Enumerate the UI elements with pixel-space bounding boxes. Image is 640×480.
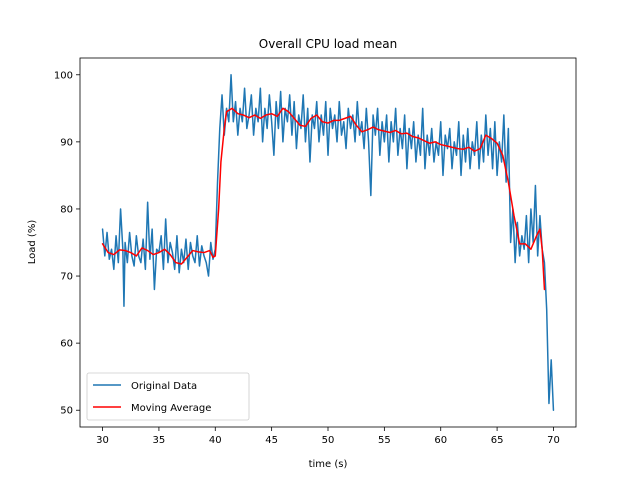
x-tick-label: 45: [265, 435, 278, 446]
legend-label-moving-average: Moving Average: [131, 403, 211, 414]
series-layer: [101, 74, 555, 411]
y-tick-label: 70: [60, 272, 73, 283]
y-tick-label: 80: [60, 204, 73, 215]
x-tick-label: 40: [209, 435, 222, 446]
x-tick-label: 55: [378, 435, 391, 446]
plot-area: [79, 57, 577, 428]
x-tick-label: 65: [491, 435, 504, 446]
y-tick-label: 50: [60, 406, 73, 417]
legend-label-original-data: Original Data: [131, 381, 197, 392]
y-axis: 50 60 70 80 90 100: [54, 70, 80, 417]
x-tick-label: 30: [96, 435, 109, 446]
y-axis-title: Load (%): [27, 220, 38, 265]
y-tick-label: 60: [60, 339, 73, 350]
x-tick-label: 70: [547, 435, 560, 446]
legend-box: [86, 372, 250, 421]
chart-title: Overall CPU load mean: [259, 37, 397, 51]
x-tick-label: 50: [322, 435, 335, 446]
y-tick-label: 100: [54, 70, 73, 81]
x-axis: 30 35 40 45 50 55 60 65 70: [96, 427, 560, 446]
series-line-moving-average: [101, 107, 546, 291]
x-tick-label: 60: [434, 435, 447, 446]
x-tick-label: 35: [153, 435, 166, 446]
y-tick-label: 90: [60, 137, 73, 148]
legend: Original Data Moving Average: [86, 372, 250, 421]
series-line-original-data: [101, 74, 555, 411]
x-axis-title: time (s): [309, 459, 348, 470]
plot-background: [80, 58, 576, 427]
